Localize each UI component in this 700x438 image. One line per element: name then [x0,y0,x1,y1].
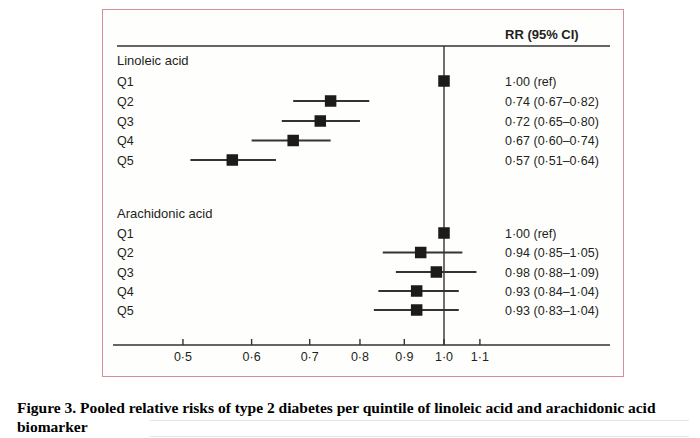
rr-value: 0·72 (0·65–0·80) [505,115,599,129]
x-tick-label: 1·1 [471,350,489,364]
row-label: Q3 [117,115,134,129]
rr-value: 0·57 (0·51–0·64) [505,154,599,168]
point-estimate-marker [438,227,450,239]
row-label: Q2 [117,95,134,109]
x-tick-label: 1·0 [435,350,453,364]
rr-value: 0·67 (0·60–0·74) [505,134,599,148]
point-estimate-marker [431,266,443,278]
point-estimate-marker [227,154,239,166]
row-label: Q3 [117,266,134,280]
group-label: Linoleic acid [117,53,189,68]
group-label: Arachidonic acid [117,206,212,221]
point-estimate-marker [411,285,423,297]
rr-value: 0·93 (0·84–1·04) [505,285,599,299]
rr-value: 1·00 (ref) [505,227,556,241]
point-estimate-marker [415,247,427,259]
x-tick-label: 0·5 [174,350,192,364]
rr-value: 0·74 (0·67–0·82) [505,95,599,109]
rr-value: 1·00 (ref) [505,75,556,89]
row-label: Q1 [117,227,134,241]
rr-value: 0·93 (0·83–1·04) [505,304,599,318]
point-estimate-marker [438,75,450,87]
row-label: Q4 [117,285,134,299]
point-estimate-marker [287,135,299,147]
x-tick-label: 0·6 [243,350,261,364]
point-estimate-marker [325,95,337,107]
forest-plot-figure: RR (95% CI) 0·5 0·6 0·7 0·8 0·9 1·0 1·1 Linoleic… [102,9,624,377]
x-tick-label: 0·8 [351,350,369,364]
figure-caption: Figure 3. Pooled relative risks of type … [17,399,689,437]
row-label: Q5 [117,154,134,168]
row-label: Q2 [117,246,134,260]
rr-value: 0·98 (0·88–1·09) [505,266,599,280]
row-label: Q4 [117,134,134,148]
forest-plot: RR (95% CI) 0·5 0·6 0·7 0·8 0·9 1·0 1·1 Linoleic… [103,10,621,374]
rr-value: 0·94 (0·85–1·05) [505,246,599,260]
x-tick-label: 0·7 [301,350,319,364]
row-label: Q1 [117,75,134,89]
point-estimate-marker [315,115,327,127]
x-tick-label: 0·9 [395,350,413,364]
point-estimate-marker [411,304,423,316]
rr-column-header: RR (95% CI) [505,27,579,42]
row-label: Q5 [117,304,134,318]
